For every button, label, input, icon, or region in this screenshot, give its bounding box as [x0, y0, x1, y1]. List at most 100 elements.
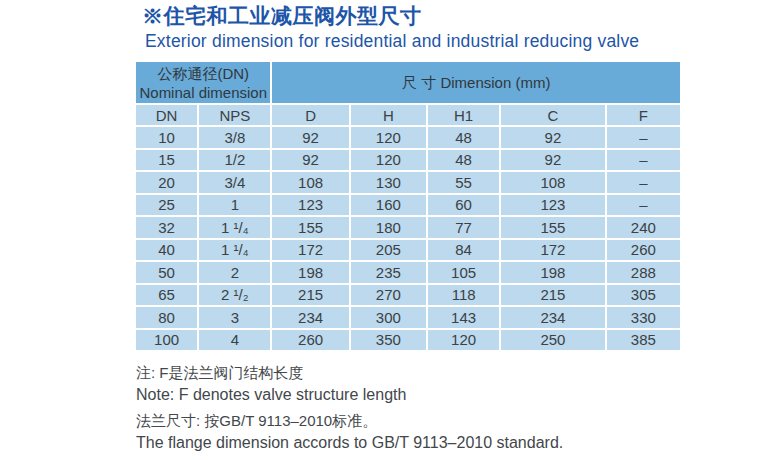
column-header-f: F	[606, 104, 681, 126]
table-cell: 4	[198, 329, 271, 352]
table-row: 15 1/2 92 120 48 92 –	[135, 149, 681, 172]
table-row: 32 1 ¹/₄ 155 180 77 155 240	[135, 216, 681, 239]
table-cell: 2	[198, 261, 271, 284]
table-cell: 205	[350, 239, 427, 262]
table-column-header-row: DN NPS D H H1 C F	[135, 104, 681, 126]
table-cell: 120	[427, 329, 500, 352]
table-cell: 172	[271, 239, 349, 262]
table-cell: 118	[427, 284, 500, 307]
page-title-english: Exterior dimension for residential and i…	[145, 30, 742, 52]
table-cell: 15	[135, 149, 198, 172]
table-cell: 1/2	[198, 149, 271, 172]
table-cell: 1 ¹/₄	[198, 216, 271, 239]
table-cell: –	[606, 171, 681, 194]
column-header-h: H	[350, 104, 427, 126]
table-cell: 250	[500, 329, 605, 352]
table-cell: 234	[500, 306, 605, 329]
dimension-mm-header: 尺 寸 Dimension (mm)	[271, 61, 681, 104]
table-body: 10 3/8 92 120 48 92 – 15 1/2 92 120 48 9…	[135, 126, 681, 351]
table-row: 40 1 ¹/₄ 172 205 84 172 260	[135, 239, 681, 262]
table-cell: 20	[135, 171, 198, 194]
table-cell: 235	[350, 261, 427, 284]
table-row: 25 1 123 160 60 123 –	[135, 194, 681, 217]
table-cell: 50	[135, 261, 198, 284]
table-cell: 92	[271, 149, 349, 172]
table-cell: 55	[427, 171, 500, 194]
note-flange-standard-en: The flange dimension accords to GB/T 911…	[136, 432, 563, 454]
table-cell: 300	[350, 306, 427, 329]
column-header-h1: H1	[427, 104, 500, 126]
table-row: 20 3/4 108 130 55 108 –	[135, 171, 681, 194]
note-structure-length-en: Note: F denotes valve structure length	[136, 384, 563, 406]
nominal-dimension-header-en: Nominal dimension	[139, 84, 267, 101]
table-cell: 155	[500, 216, 605, 239]
table-row: 50 2 198 235 105 198 288	[135, 261, 681, 284]
table-cell: 48	[427, 126, 500, 149]
table-cell: 3/8	[198, 126, 271, 149]
table-cell: 198	[271, 261, 349, 284]
table-cell: 330	[606, 306, 681, 329]
nominal-dimension-header-zh: 公称通径(DN)	[157, 65, 249, 82]
table-cell: 143	[427, 306, 500, 329]
table-cell: 123	[500, 194, 605, 217]
table-cell: 48	[427, 149, 500, 172]
column-header-nps: NPS	[198, 104, 271, 126]
table-cell: 385	[606, 329, 681, 352]
table-cell: 25	[135, 194, 198, 217]
column-header-d: D	[271, 104, 349, 126]
page-header: ※住宅和工业减压阀外型尺寸 Exterior dimension for res…	[142, 2, 742, 52]
table-cell: 120	[350, 149, 427, 172]
table-cell: 92	[271, 126, 349, 149]
table-cell: 234	[271, 306, 349, 329]
table-cell: 172	[500, 239, 605, 262]
table-row: 100 4 260 350 120 250 385	[135, 329, 681, 352]
table-cell: 100	[135, 329, 198, 352]
note-structure-length-zh: 注: F是法兰阀门结构长度	[136, 362, 563, 384]
table-cell: 84	[427, 239, 500, 262]
table-cell: 105	[427, 261, 500, 284]
table-cell: 1	[198, 194, 271, 217]
table-cell: 160	[350, 194, 427, 217]
table-cell: 108	[500, 171, 605, 194]
table-cell: 3	[198, 306, 271, 329]
nominal-dimension-header: 公称通径(DN) Nominal dimension	[135, 61, 271, 104]
table-cell: 1 ¹/₄	[198, 239, 271, 262]
table-cell: –	[606, 126, 681, 149]
table-row: 10 3/8 92 120 48 92 –	[135, 126, 681, 149]
table-cell: 2 ¹/₂	[198, 284, 271, 307]
table-cell: 65	[135, 284, 198, 307]
table-cell: –	[606, 149, 681, 172]
table-cell: 130	[350, 171, 427, 194]
table-cell: 215	[500, 284, 605, 307]
table-cell: 288	[606, 261, 681, 284]
table-row: 80 3 234 300 143 234 330	[135, 306, 681, 329]
table-cell: 92	[500, 149, 605, 172]
page-title-chinese: ※住宅和工业减压阀外型尺寸	[142, 2, 742, 30]
table-cell: 80	[135, 306, 198, 329]
table-cell: 215	[271, 284, 349, 307]
table-row: 65 2 ¹/₂ 215 270 118 215 305	[135, 284, 681, 307]
column-header-c: C	[500, 104, 605, 126]
table-cell: 305	[606, 284, 681, 307]
table-cell: 240	[606, 216, 681, 239]
table-cell: 350	[350, 329, 427, 352]
table-cell: 270	[350, 284, 427, 307]
table-cell: 155	[271, 216, 349, 239]
table-cell: 32	[135, 216, 198, 239]
table-cell: 108	[271, 171, 349, 194]
table-cell: 40	[135, 239, 198, 262]
table-cell: 260	[606, 239, 681, 262]
table-cell: 180	[350, 216, 427, 239]
table-cell: –	[606, 194, 681, 217]
note-flange-standard-zh: 法兰尺寸: 按GB/T 9113–2010标准。	[136, 410, 563, 432]
table-cell: 3/4	[198, 171, 271, 194]
dimension-table: 公称通径(DN) Nominal dimension 尺 寸 Dimension…	[134, 60, 682, 352]
footnotes: 注: F是法兰阀门结构长度 Note: F denotes valve stru…	[136, 362, 563, 454]
table-cell: 123	[271, 194, 349, 217]
column-header-dn: DN	[135, 104, 198, 126]
table-cell: 92	[500, 126, 605, 149]
table-cell: 198	[500, 261, 605, 284]
table-cell: 77	[427, 216, 500, 239]
table-cell: 120	[350, 126, 427, 149]
table-cell: 260	[271, 329, 349, 352]
